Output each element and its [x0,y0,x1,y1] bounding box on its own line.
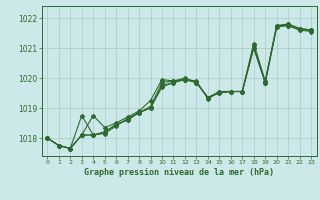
X-axis label: Graphe pression niveau de la mer (hPa): Graphe pression niveau de la mer (hPa) [84,168,274,177]
